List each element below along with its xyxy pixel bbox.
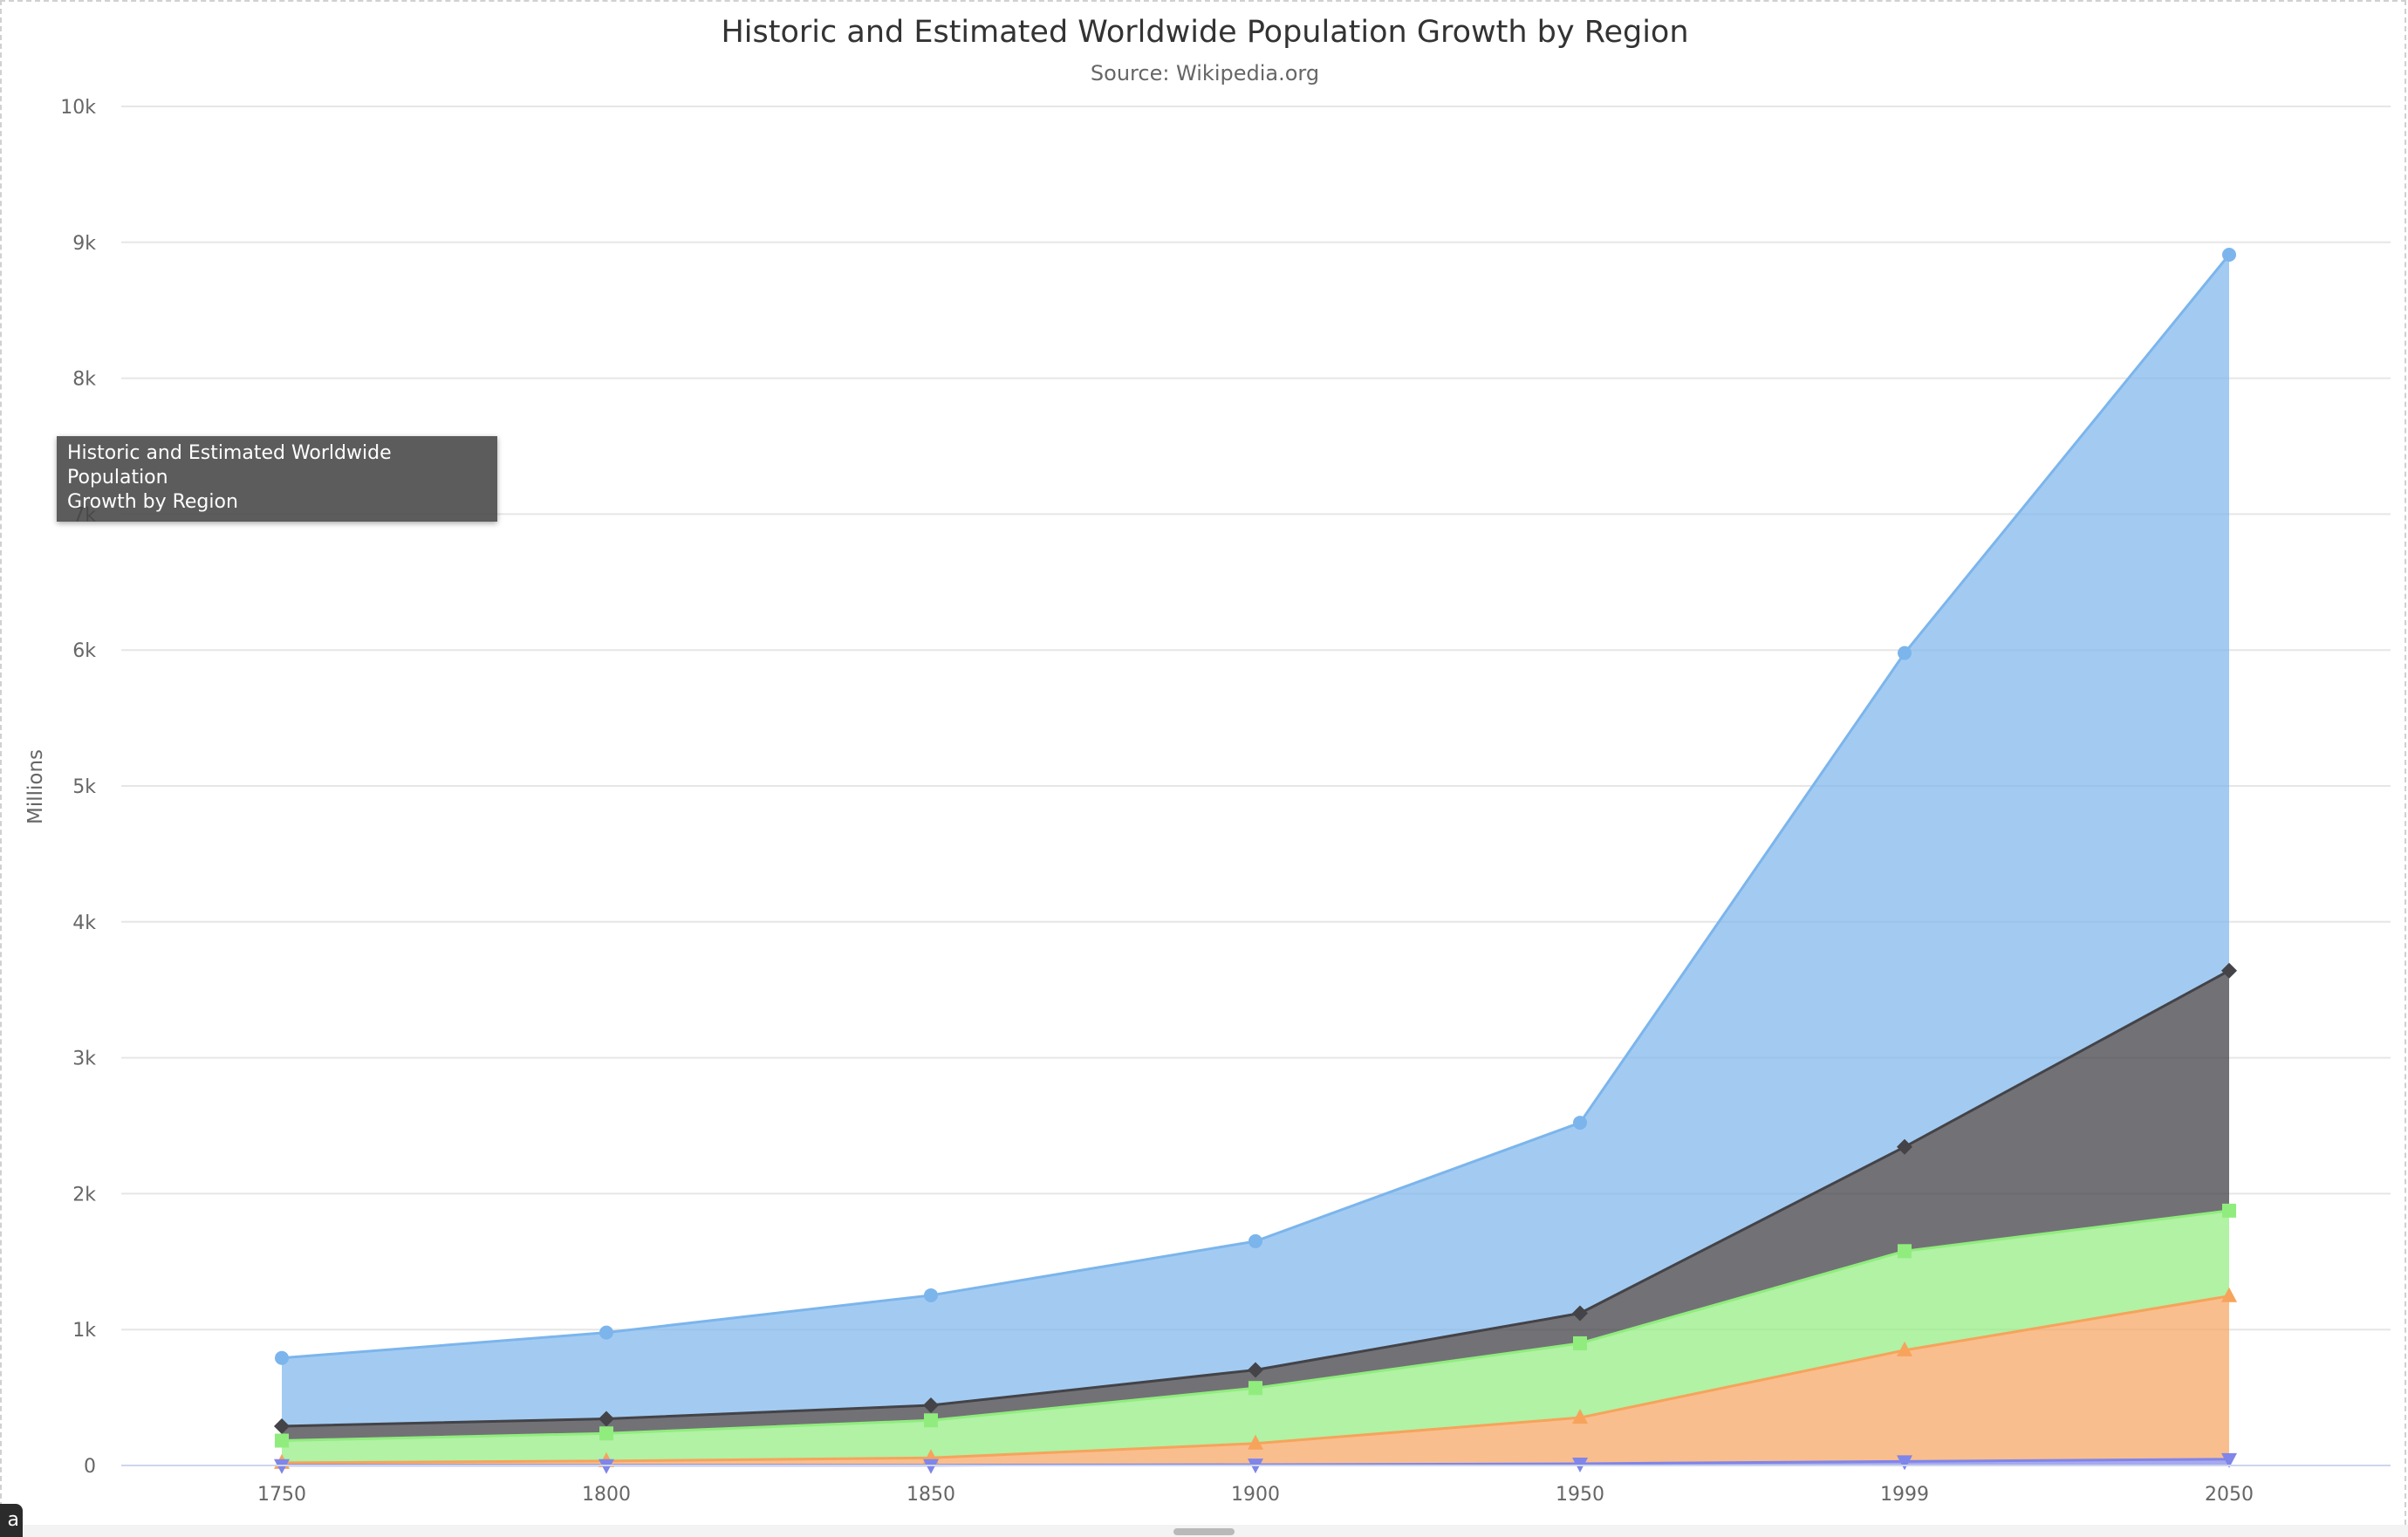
tooltip-line-1: Historic and Estimated Worldwide Populat…	[67, 442, 392, 488]
series-areas[interactable]	[281, 254, 2231, 1467]
data-point-marker[interactable]	[1572, 1409, 1588, 1424]
data-point-marker[interactable]	[1573, 1116, 1587, 1131]
data-point-marker[interactable]	[275, 1350, 289, 1365]
data-point-marker[interactable]	[2221, 962, 2237, 979]
x-tick-label: 1850	[906, 1484, 955, 1506]
y-tick-label: 1k	[72, 1320, 96, 1342]
data-point-marker[interactable]	[599, 1411, 614, 1427]
data-point-marker[interactable]	[923, 1458, 939, 1474]
y-tick-label: 5k	[72, 776, 96, 798]
series-area-0[interactable]	[282, 254, 2229, 1426]
x-tick-label: 1750	[257, 1484, 306, 1506]
series-area-4[interactable]	[282, 1458, 2229, 1465]
data-point-marker[interactable]	[274, 1417, 290, 1434]
data-point-marker[interactable]	[1897, 1138, 1912, 1155]
y-tick-label: 8k	[72, 369, 96, 391]
data-point-marker[interactable]	[923, 1397, 939, 1413]
data-point-marker[interactable]	[2221, 1287, 2237, 1302]
data-point-marker[interactable]	[1248, 1381, 1262, 1396]
data-point-marker[interactable]	[275, 1433, 289, 1448]
series-area-3[interactable]	[282, 1295, 2229, 1465]
data-point-marker[interactable]	[1898, 646, 1912, 660]
grid-lines	[121, 106, 2391, 1331]
y-tick-label: 3k	[72, 1049, 96, 1070]
data-point-marker[interactable]	[1897, 1455, 1912, 1471]
y-tick-label: 4k	[72, 912, 96, 934]
x-tick-label: 1900	[1231, 1484, 1280, 1506]
x-tick-label: 1800	[582, 1484, 631, 1506]
data-point-marker[interactable]	[599, 1426, 613, 1441]
chart-subtitle: Source: Wikipedia.org	[1091, 61, 1319, 85]
data-point-marker[interactable]	[1248, 1434, 1263, 1450]
series-markers[interactable]	[274, 247, 2237, 1474]
data-point-marker[interactable]	[274, 1458, 290, 1474]
data-point-marker[interactable]	[1897, 1341, 1912, 1356]
x-tick-label: 2050	[2205, 1484, 2254, 1506]
tooltip-line-2: Growth by Region	[67, 491, 238, 513]
x-axis-ticks: 1750 1800 1850 1900 1950 1999 2050	[257, 1484, 2254, 1506]
y-tick-label: 2k	[72, 1184, 96, 1206]
data-point-marker[interactable]	[1572, 1305, 1588, 1322]
y-tick-label: 6k	[72, 640, 96, 662]
data-point-marker[interactable]	[2222, 1203, 2236, 1218]
resize-handle[interactable]	[1173, 1528, 1235, 1535]
data-point-marker[interactable]	[1573, 1335, 1587, 1350]
data-point-marker[interactable]	[924, 1288, 938, 1302]
data-point-marker[interactable]	[1248, 1233, 1262, 1248]
chart-tooltip: Historic and Estimated Worldwide Populat…	[57, 436, 497, 522]
data-point-marker[interactable]	[2222, 247, 2236, 262]
corner-badge[interactable]: a	[0, 1504, 23, 1537]
series-area-1[interactable]	[282, 970, 2229, 1441]
y-tick-label: 0	[84, 1456, 96, 1478]
y-axis-ticks: 01k2k3k4k5k6k7k8k9k10k	[60, 97, 96, 1478]
data-point-marker[interactable]	[2221, 1452, 2237, 1468]
chart-title: Historic and Estimated Worldwide Populat…	[721, 15, 1688, 50]
data-point-marker[interactable]	[599, 1325, 613, 1340]
data-point-marker[interactable]	[1898, 1244, 1912, 1259]
y-tick-label: 9k	[72, 233, 96, 255]
y-tick-label: 10k	[60, 97, 96, 119]
data-point-marker[interactable]	[924, 1413, 938, 1428]
data-point-marker[interactable]	[1248, 1362, 1263, 1378]
y-axis-title: Millions	[24, 749, 47, 824]
data-point-marker[interactable]	[599, 1458, 614, 1474]
x-tick-label: 1999	[1880, 1484, 1929, 1506]
x-tick-label: 1950	[1556, 1484, 1604, 1506]
